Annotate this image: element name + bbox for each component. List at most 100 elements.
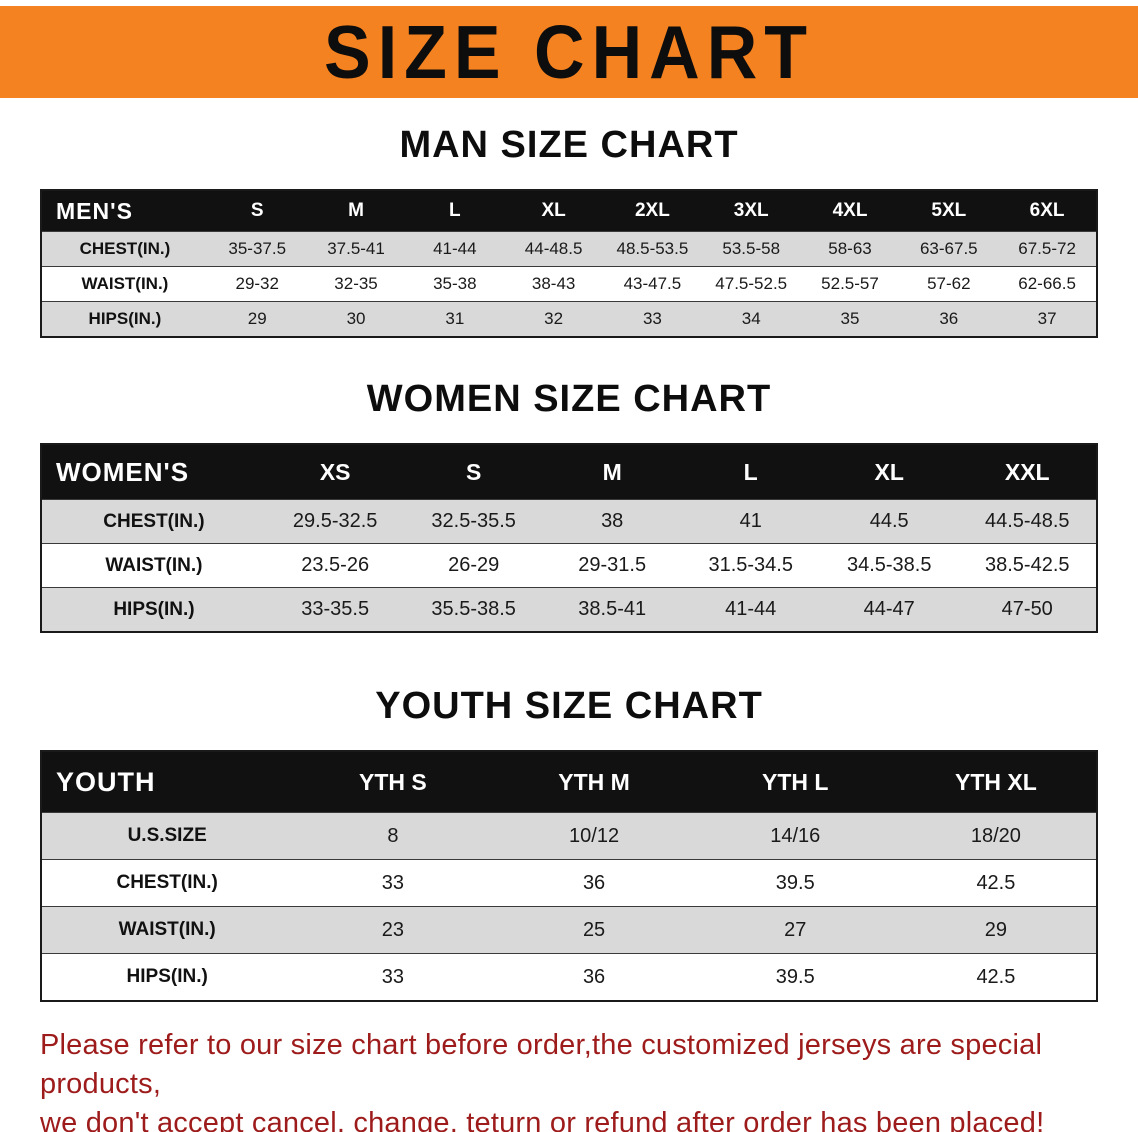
- row-label-cell: WAIST(IN.): [118, 919, 216, 940]
- value-cell: 34.5-38.5: [846, 554, 932, 576]
- value-cell: 23: [381, 918, 405, 941]
- table-row: HIPS(IN.) 29 30 31 32 33 34 35 36 37: [41, 301, 1097, 337]
- value-cell: 35-37.5: [228, 239, 287, 258]
- value-cell: 29.5-32.5: [292, 510, 378, 532]
- value-cell: 38: [601, 510, 624, 532]
- value-cell: 57-62: [927, 274, 971, 293]
- value-cell: 38.5-42.5: [984, 554, 1070, 576]
- size-header-cell: L: [405, 190, 505, 232]
- value-cell: 36: [582, 965, 606, 988]
- value-cell: 39.5: [775, 965, 815, 988]
- size-header-cell: 4XL: [800, 190, 900, 232]
- youth-section-heading: YOUTH SIZE CHART: [375, 685, 763, 727]
- value-cell: 32-35: [334, 274, 378, 293]
- value-cell: 35.5-38.5: [431, 598, 516, 620]
- table-header-row: MEN'S S M L XL 2XL 3XL 4XL 5XL 6XL: [41, 190, 1097, 232]
- value-cell: 44.5-48.5: [984, 510, 1070, 532]
- men-section-heading: MAN SIZE CHART: [399, 124, 739, 166]
- size-header-cell: YTH XL: [895, 751, 1097, 813]
- table-title-cell: WOMEN'S: [41, 444, 266, 500]
- row-label-cell: CHEST(IN.): [79, 239, 171, 258]
- table-row: CHEST(IN.) 35-37.5 37.5-41 41-44 44-48.5 48.5…: [41, 231, 1097, 267]
- table-row: CHEST(IN.) 29.5-32.5 32.5-35.5 38 41 44.5 44.5…: [41, 499, 1097, 544]
- size-table: MEN'S S M L XL 2XL 3XL 4XL 5XL 6XL CHEST(IN.) 35-37…: [40, 189, 1098, 338]
- row-label-cell: HIPS(IN.): [113, 598, 195, 620]
- value-cell: 29: [247, 309, 267, 328]
- value-cell: 31: [445, 309, 465, 328]
- value-cell: 30: [346, 309, 366, 328]
- value-cell: 23.5-26: [301, 554, 370, 576]
- value-cell: 33: [381, 965, 405, 988]
- value-cell: 10/12: [569, 824, 620, 847]
- footer-line-1: Please refer to our size chart before or…: [40, 1029, 1043, 1101]
- value-cell: 47-50: [1001, 598, 1053, 620]
- size-header-cell: YTH S: [292, 751, 494, 813]
- value-cell: 35-38: [433, 274, 477, 293]
- value-cell: 42.5: [976, 965, 1016, 988]
- value-cell: 8: [387, 824, 399, 847]
- table-row: WAIST(IN.) 23.5-26 26-29 29-31.5 31.5-34.5 34…: [41, 543, 1097, 588]
- value-cell: 29-32: [235, 274, 279, 293]
- size-header-cell: M: [306, 190, 406, 232]
- size-header-cell: S: [207, 190, 307, 232]
- value-cell: 33-35.5: [301, 598, 370, 620]
- value-cell: 31.5-34.5: [708, 554, 793, 576]
- value-cell: 18/20: [970, 824, 1021, 847]
- value-cell: 37: [1037, 309, 1057, 328]
- value-cell: 26-29: [448, 554, 500, 576]
- table-title-cell: YOUTH: [41, 751, 293, 813]
- value-cell: 36: [939, 309, 959, 328]
- value-cell: 63-67.5: [919, 239, 978, 258]
- value-cell: 44.5: [869, 510, 909, 532]
- size-header-cell: XL: [819, 444, 959, 500]
- size-header-cell: M: [542, 444, 682, 500]
- value-cell: 27: [784, 918, 807, 941]
- value-cell: 29: [984, 918, 1008, 941]
- size-header-cell: YTH M: [493, 751, 695, 813]
- value-cell: 14/16: [770, 824, 821, 847]
- value-cell: 35: [840, 309, 860, 328]
- size-header-cell: 6XL: [998, 190, 1097, 232]
- value-cell: 38.5-41: [578, 598, 647, 620]
- value-cell: 42.5: [976, 871, 1016, 894]
- value-cell: 34: [741, 309, 761, 328]
- value-cell: 44-48.5: [524, 239, 583, 258]
- table-row: WAIST(IN.) 23 25 27 29: [41, 906, 1097, 954]
- row-label-cell: HIPS(IN.): [88, 309, 162, 328]
- row-label-cell: CHEST(IN.): [116, 872, 218, 893]
- value-cell: 39.5: [775, 871, 815, 894]
- banner-title: SIZE CHART: [324, 9, 814, 95]
- size-header-cell: YTH L: [694, 751, 896, 813]
- table-row: HIPS(IN.) 33-35.5 35.5-38.5 38.5-41 41-44 44-…: [41, 587, 1097, 632]
- value-cell: 38-43: [531, 274, 576, 293]
- size-header-cell: XXL: [958, 444, 1097, 500]
- row-label-cell: WAIST(IN.): [81, 274, 169, 293]
- value-cell: 33: [642, 309, 662, 328]
- value-cell: 33: [381, 871, 405, 894]
- size-table: WOMEN'S XS S M L XL XXL CHEST(IN.) 29.5-32.5 32.5…: [40, 443, 1098, 633]
- youth-size-table: YOUTH YTH S YTH M YTH L YTH XL U.S.SIZE 8 10/12…: [40, 750, 1098, 1002]
- women-size-table: WOMEN'S XS S M L XL XXL CHEST(IN.) 29.5-32.5 32.5…: [40, 443, 1098, 633]
- size-header-cell: S: [404, 444, 543, 500]
- table-header-row: WOMEN'S XS S M L XL XXL: [41, 444, 1097, 500]
- value-cell: 62-66.5: [1018, 274, 1076, 293]
- size-header-cell: XL: [504, 190, 604, 232]
- women-section-heading: WOMEN SIZE CHART: [366, 378, 772, 420]
- table-row: HIPS(IN.) 33 36 39.5 42.5: [41, 953, 1097, 1001]
- value-cell: 25: [582, 918, 606, 941]
- size-table: YOUTH YTH S YTH M YTH L YTH XL U.S.SIZE 8 10/12…: [40, 750, 1098, 1002]
- value-cell: 41: [739, 510, 762, 532]
- value-cell: 43-47.5: [623, 274, 682, 293]
- value-cell: 58-63: [828, 239, 872, 258]
- table-row: U.S.SIZE 8 10/12 14/16 18/20: [41, 812, 1097, 860]
- table-row: WAIST(IN.) 29-32 32-35 35-38 38-43 43-47.5 47.…: [41, 266, 1097, 302]
- row-label-cell: CHEST(IN.): [103, 510, 205, 532]
- footer-line-2: we don't accept cancel, change, teturn o…: [40, 1107, 1045, 1132]
- value-cell: 53.5-58: [722, 239, 781, 258]
- value-cell: 67.5-72: [1018, 239, 1076, 258]
- table-header-row: YOUTH YTH S YTH M YTH L YTH XL: [41, 751, 1097, 813]
- value-cell: 41-44: [725, 598, 777, 620]
- value-cell: 29-31.5: [578, 554, 647, 576]
- table-row: CHEST(IN.) 33 36 39.5 42.5: [41, 859, 1097, 907]
- footer-note: Please refer to our size chart before or…: [40, 1026, 1108, 1132]
